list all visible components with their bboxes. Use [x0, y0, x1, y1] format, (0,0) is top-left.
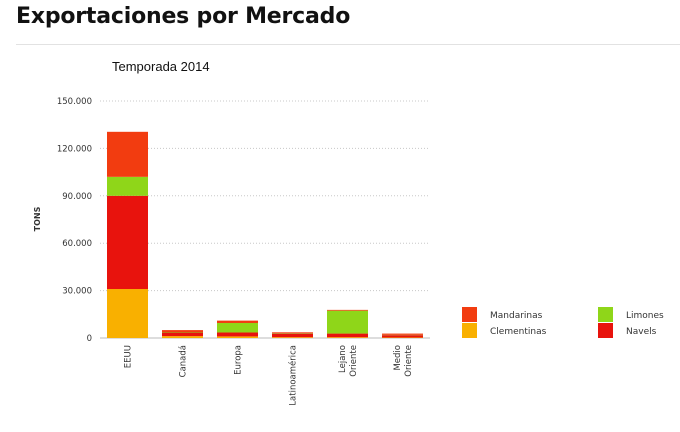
- grid-layer: 0 30.000 60.000 90.000 120.000 150.000: [57, 97, 430, 344]
- y-tick-label: 30.000: [62, 287, 92, 297]
- legend-swatch-clementinas: [462, 323, 477, 338]
- y-tick-label: 150.000: [57, 97, 92, 107]
- bar-navels[interactable]: [217, 332, 258, 337]
- y-tick-label: 60.000: [62, 239, 92, 249]
- bar-mandarinas[interactable]: [107, 131, 148, 177]
- bar-navels[interactable]: [382, 335, 423, 338]
- title-divider: [16, 44, 680, 45]
- x-tick-label: Canadá: [179, 345, 189, 377]
- page-title: Exportaciones por Mercado: [16, 4, 351, 29]
- x-tick-label: EEUU: [124, 345, 134, 368]
- x-tick-label: Medio: [393, 345, 403, 371]
- x-tick-label: Oriente: [349, 345, 359, 377]
- bar-mandarinas[interactable]: [327, 309, 368, 311]
- y-tick-label: 90.000: [62, 192, 92, 202]
- bar-mandarinas[interactable]: [272, 332, 313, 334]
- legend-swatch-limones: [598, 307, 613, 322]
- bar-mandarinas[interactable]: [382, 333, 423, 335]
- legend-item-mandarinas[interactable]: Mandarinas: [490, 311, 543, 321]
- x-tick-label: Europa: [234, 345, 244, 375]
- bar-mandarinas[interactable]: [162, 330, 203, 332]
- legend[interactable]: Mandarinas Limones Clementinas Navels: [462, 307, 664, 338]
- y-tick-label: 0: [87, 334, 92, 344]
- x-tick-label: Lejano: [338, 345, 348, 373]
- x-tick-label: Oriente: [404, 345, 414, 377]
- x-labels-layer: EEUU Canadá Europa Latinoamérica Lejano Orien…: [124, 345, 415, 406]
- bar-limones[interactable]: [107, 176, 148, 196]
- x-tick-label: Latinoamérica: [288, 345, 299, 406]
- bar-navels[interactable]: [107, 195, 148, 290]
- bars-layer: [107, 131, 423, 338]
- bar-limones[interactable]: [327, 310, 368, 334]
- legend-item-limones[interactable]: Limones: [626, 311, 664, 321]
- bar-navels[interactable]: [327, 333, 368, 338]
- bar-clementinas[interactable]: [107, 289, 148, 338]
- bar-clementinas[interactable]: [327, 337, 368, 338]
- legend-swatch-mandarinas: [462, 307, 477, 322]
- legend-item-clementinas[interactable]: Clementinas: [490, 327, 547, 337]
- bar-navels[interactable]: [272, 333, 313, 338]
- bar-mandarinas[interactable]: [217, 320, 258, 323]
- bar-clementinas[interactable]: [217, 336, 258, 338]
- chart-title: Temporada 2014: [112, 59, 210, 74]
- legend-swatch-navels: [598, 323, 613, 338]
- bar-clementinas[interactable]: [272, 337, 313, 338]
- bar-navels[interactable]: [162, 332, 203, 337]
- bar-limones[interactable]: [217, 322, 258, 333]
- y-tick-label: 120.000: [57, 144, 92, 154]
- legend-item-navels[interactable]: Navels: [626, 327, 657, 337]
- bar-clementinas[interactable]: [162, 336, 203, 338]
- y-axis-label: TONS: [33, 206, 42, 231]
